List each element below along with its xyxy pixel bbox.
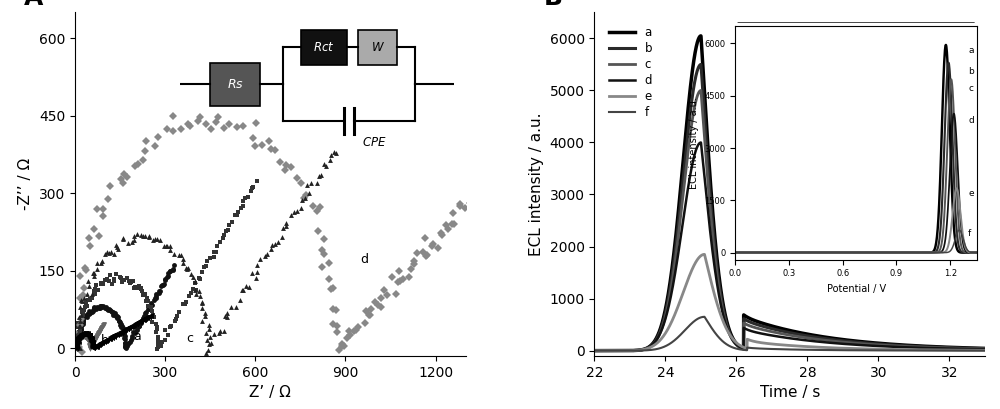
Text: B: B	[544, 0, 563, 10]
Y-axis label: -Z’’ / Ω: -Z’’ / Ω	[18, 158, 33, 210]
Text: A: A	[24, 0, 44, 10]
Text: a: a	[134, 330, 141, 343]
Text: d: d	[360, 253, 368, 266]
Text: b: b	[101, 334, 108, 347]
X-axis label: Z’ / Ω: Z’ / Ω	[249, 385, 291, 400]
Y-axis label: ECL intensity / a.u.: ECL intensity / a.u.	[529, 112, 544, 256]
Legend: a, b, c, d, e, f: a, b, c, d, e, f	[604, 22, 657, 124]
X-axis label: Time / s: Time / s	[760, 385, 820, 400]
Text: c: c	[186, 332, 193, 345]
